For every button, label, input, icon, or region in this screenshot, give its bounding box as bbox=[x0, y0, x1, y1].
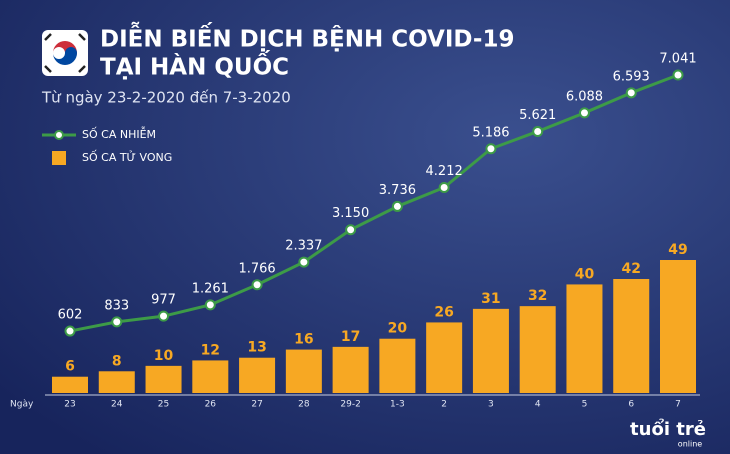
point-label: 602 bbox=[58, 308, 83, 323]
bar-label: 26 bbox=[434, 304, 453, 320]
bar bbox=[192, 360, 229, 393]
point-label: 6.593 bbox=[613, 69, 650, 84]
bar bbox=[239, 357, 276, 393]
point bbox=[345, 224, 357, 236]
x-tick-label: 1-3 bbox=[390, 400, 405, 410]
bar bbox=[332, 346, 369, 393]
point bbox=[158, 310, 170, 322]
point bbox=[438, 182, 450, 194]
bar-label: 16 bbox=[294, 332, 313, 348]
x-tick-label: 26 bbox=[205, 400, 217, 410]
point bbox=[485, 143, 497, 155]
point-label: 1.766 bbox=[238, 261, 275, 276]
bar-label: 20 bbox=[388, 321, 408, 337]
point-label: 5.621 bbox=[519, 108, 556, 123]
chart-title: TẠI HÀN QUỐC bbox=[100, 50, 289, 81]
point-label: 2.337 bbox=[285, 239, 322, 254]
x-tick-label: 29-2 bbox=[340, 400, 360, 410]
legend-label: SỐ CA TỬ VONG bbox=[82, 150, 172, 164]
bar-label: 42 bbox=[621, 261, 640, 277]
bar bbox=[145, 365, 182, 393]
x-tick-label: 23 bbox=[64, 400, 75, 410]
point-label: 6.088 bbox=[566, 89, 603, 104]
point-label: 4.212 bbox=[426, 164, 463, 179]
bar-label: 32 bbox=[528, 288, 547, 304]
point bbox=[251, 279, 263, 291]
point-label: 7.041 bbox=[659, 52, 696, 67]
point bbox=[111, 316, 123, 328]
x-tick-label: 4 bbox=[535, 400, 541, 410]
chart-title: DIỄN BIẾN DỊCH BỆNH COVID-19 bbox=[100, 22, 514, 53]
point bbox=[532, 125, 544, 137]
x-tick-label: 3 bbox=[488, 400, 494, 410]
flag bbox=[42, 30, 88, 76]
bar bbox=[566, 284, 603, 393]
point bbox=[578, 107, 590, 119]
legend: SỐ CA NHIỄM SỐ CA TỬ VONG bbox=[42, 126, 172, 165]
subtitle: Từ ngày 23-2-2020 đến 7-3-2020 bbox=[41, 89, 291, 107]
bar-label: 40 bbox=[575, 266, 595, 282]
bar bbox=[426, 322, 463, 393]
bar-label: 10 bbox=[154, 348, 174, 364]
line bbox=[69, 73, 679, 333]
bar bbox=[519, 306, 556, 393]
bar-label: 49 bbox=[668, 242, 687, 258]
bar-label: 31 bbox=[481, 291, 500, 307]
x-tick-label: 25 bbox=[158, 400, 169, 410]
point bbox=[391, 200, 403, 212]
x-tick-label: 2 bbox=[441, 400, 447, 410]
logo: tuổi trẻ bbox=[630, 418, 706, 440]
x-tick-label: 7 bbox=[675, 400, 681, 410]
bar bbox=[379, 338, 416, 393]
x-tick-label: 27 bbox=[251, 400, 262, 410]
point-label: 977 bbox=[151, 293, 176, 308]
logo-sub: online bbox=[678, 440, 702, 449]
point bbox=[204, 299, 216, 311]
bar-label: 17 bbox=[341, 329, 360, 345]
legend-label: SỐ CA NHIỄM bbox=[82, 126, 156, 141]
bar bbox=[613, 279, 650, 393]
point-label: 5.186 bbox=[472, 125, 509, 140]
bar-label: 8 bbox=[112, 353, 122, 369]
bar bbox=[285, 349, 322, 393]
bar bbox=[52, 376, 88, 393]
point-label: 3.150 bbox=[332, 206, 369, 221]
point bbox=[298, 256, 310, 268]
bar bbox=[472, 308, 509, 393]
point bbox=[64, 325, 76, 337]
bar bbox=[98, 371, 135, 393]
x-tick-label: 5 bbox=[582, 400, 588, 410]
x-axis-label: Ngày bbox=[10, 400, 34, 410]
point-label: 1.261 bbox=[192, 281, 229, 296]
x-tick-label: 28 bbox=[298, 400, 310, 410]
point bbox=[672, 69, 684, 81]
bar-label: 6 bbox=[65, 359, 75, 375]
bar bbox=[660, 260, 696, 393]
x-tick-label: 6 bbox=[628, 400, 634, 410]
bar-label: 12 bbox=[201, 342, 220, 358]
point-label: 833 bbox=[104, 298, 129, 313]
x-tick-label: 24 bbox=[111, 400, 123, 410]
point-label: 3.736 bbox=[379, 183, 416, 198]
point bbox=[625, 87, 637, 99]
bar-label: 13 bbox=[247, 340, 266, 356]
